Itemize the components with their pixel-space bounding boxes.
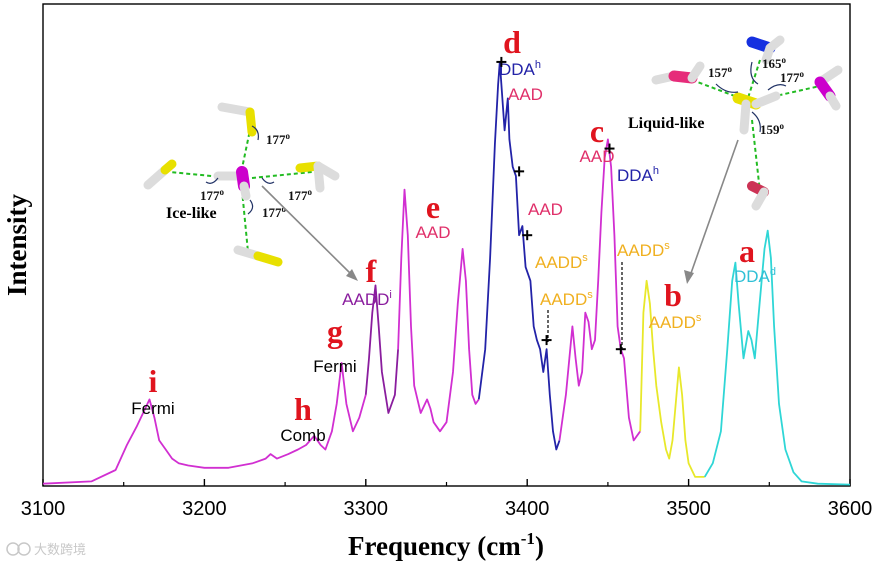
peak-label-h: h Comb (280, 391, 325, 445)
liquid-like-inset: 157o 165o 177o 159o Liquid-like (628, 35, 843, 284)
svg-text:c: c (590, 113, 604, 149)
water-molecule-icon (143, 159, 177, 190)
peak-label-d: d DDAh (499, 24, 541, 79)
svg-text:e: e (426, 189, 440, 225)
svg-text:AAD: AAD (580, 147, 615, 166)
x-tick-label: 3200 (182, 498, 227, 520)
angle-label: 177o (266, 131, 291, 147)
water-molecule-icon (746, 35, 785, 65)
liquid-like-label: Liquid-like (628, 115, 704, 132)
water-molecule-icon (732, 91, 781, 135)
peak-label-f: f AADDi (342, 253, 392, 309)
water-molecule-icon (651, 61, 705, 85)
svg-text:a: a (739, 233, 755, 269)
svg-text:g: g (327, 313, 343, 349)
angle-label: 159o (760, 121, 785, 137)
ice-like-inset: 177o 177o 177o 177o Ice-like (143, 102, 358, 281)
svg-text:AADDi: AADDi (342, 289, 392, 309)
x-tick-label: 3500 (666, 498, 711, 520)
svg-text:d: d (503, 24, 521, 60)
plus-marker (604, 143, 615, 154)
spectrum-series-line-1 (364, 284, 399, 414)
plus-marker (522, 230, 533, 241)
marker-aadd-s-3: AADDs (617, 240, 670, 350)
plus-marker (496, 56, 507, 67)
water-molecule-icon (213, 166, 251, 201)
marker-plus-signs (496, 56, 626, 355)
angle-label: 177o (262, 204, 287, 220)
svg-text:Comb: Comb (280, 426, 325, 445)
angle-label: 177o (780, 69, 805, 85)
svg-text:h: h (294, 391, 312, 427)
spectrum-series-line-5 (639, 279, 705, 478)
peak-label-i: i Fermi (131, 363, 174, 418)
spectrum-series-line-6 (703, 229, 851, 486)
svg-text:大数跨境: 大数跨境 (34, 543, 86, 558)
angle-label: 157o (708, 64, 733, 80)
watermark: 大数跨境 (6, 542, 86, 558)
water-molecule-icon (233, 245, 283, 267)
water-molecule-icon (217, 102, 257, 137)
svg-text:i: i (149, 363, 158, 399)
svg-text:AADDs: AADDs (649, 312, 702, 332)
spectrum-series-line-4 (558, 138, 641, 442)
marker-aad-2: AAD (528, 200, 563, 219)
marker-aadd-s-1: AADDs (535, 252, 588, 272)
plus-marker (541, 335, 552, 346)
svg-text:AADDs: AADDs (617, 240, 670, 260)
svg-text:AAD: AAD (508, 85, 543, 104)
x-axis-tick-labels: 3100 3200 3300 3400 3500 3600 (21, 498, 873, 520)
angle-label: 177o (288, 187, 313, 203)
x-tick-label: 3300 (344, 498, 389, 520)
svg-text:b: b (664, 277, 682, 313)
peak-markers: AAD AAD AADDs AADDs DDAh AADDs (508, 85, 670, 350)
spectrum-series-line-3 (477, 61, 561, 451)
svg-text:AAD: AAD (528, 200, 563, 219)
water-molecule-icon (747, 181, 769, 211)
svg-text:DDAd: DDAd (734, 266, 776, 286)
x-axis-title: Frequency (cm-1) (348, 529, 544, 561)
svg-text:AAD: AAD (416, 223, 451, 242)
spectrum-series-line-2 (397, 188, 480, 433)
peak-label-e: e AAD (416, 189, 451, 242)
x-tick-label: 3100 (21, 498, 66, 520)
spectrum-series (42, 61, 851, 486)
peak-label-g: g Fermi (313, 313, 356, 376)
svg-text:DDAh: DDAh (499, 59, 541, 79)
plus-marker (514, 166, 525, 177)
x-tick-label: 3400 (505, 498, 550, 520)
svg-text:AADDs: AADDs (535, 252, 588, 272)
peak-label-a: a DDAd (734, 233, 776, 286)
x-tick-label: 3600 (828, 498, 873, 520)
ice-like-label: Ice-like (166, 205, 217, 222)
spectrum-series-line-0 (42, 361, 367, 485)
peak-label-c: c AAD (580, 113, 615, 166)
svg-text:Fermi: Fermi (313, 357, 356, 376)
angle-label: 177o (200, 187, 225, 203)
angle-label: 165o (762, 55, 787, 71)
svg-text:DDAh: DDAh (617, 165, 659, 185)
x-axis-ticks (42, 479, 851, 486)
svg-text:f: f (366, 253, 377, 289)
marker-aadd-s-2: AADDs (540, 289, 593, 342)
water-molecule-icon (814, 65, 843, 111)
y-axis-title: Intensity (2, 193, 32, 296)
svg-text:Fermi: Fermi (131, 399, 174, 418)
svg-text:AADDs: AADDs (540, 289, 593, 309)
plus-marker (615, 344, 626, 355)
marker-dda-h: DDAh (617, 165, 659, 185)
water-molecule-icon (295, 161, 340, 193)
marker-aad-1: AAD (508, 85, 543, 104)
peak-label-b: b AADDs (649, 277, 702, 332)
